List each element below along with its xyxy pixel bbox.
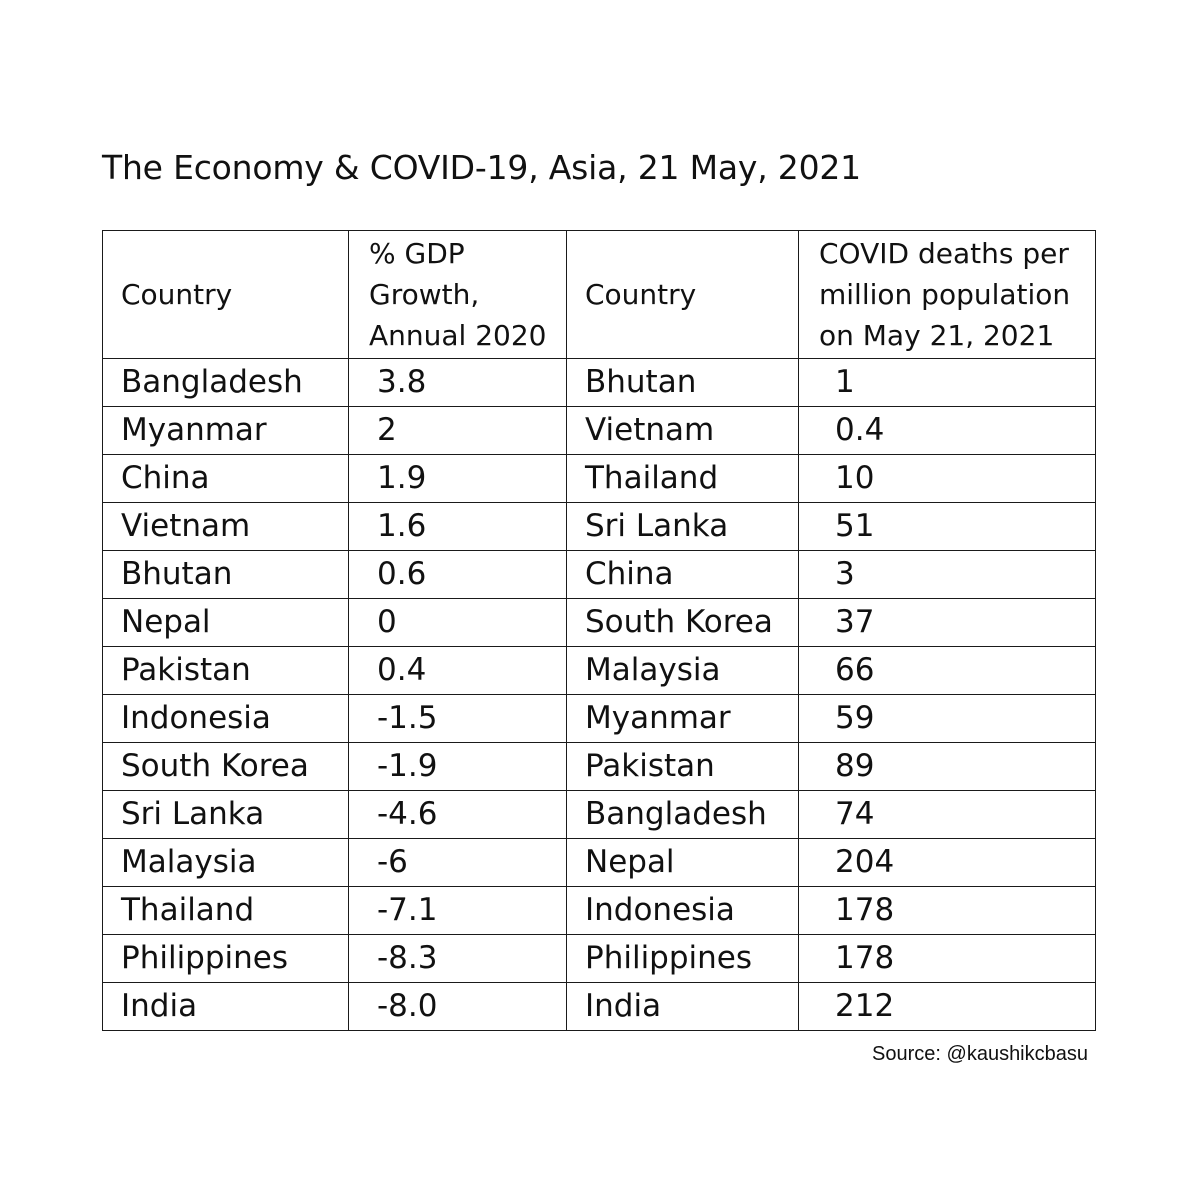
covid-country-cell: Malaysia (566, 646, 799, 695)
covid-country-cell: Myanmar (566, 694, 799, 743)
gdp-value-cell: 1.6 (348, 502, 567, 551)
header-covid-line-2: million population (819, 278, 1071, 311)
gdp-country-cell: Sri Lanka (102, 790, 349, 839)
gdp-value-cell: -4.6 (348, 790, 567, 839)
header-gdp-line-1: % GDP (369, 237, 465, 270)
gdp-value-cell: 0.6 (348, 550, 567, 599)
header-country-covid: Country (566, 230, 799, 359)
deaths-value-cell: 3 (798, 550, 1096, 599)
deaths-value-cell: 59 (798, 694, 1096, 743)
deaths-value-cell: 51 (798, 502, 1096, 551)
header-covid-line-3: on May 21, 2021 (819, 319, 1055, 352)
gdp-country-cell: Vietnam (102, 502, 349, 551)
gdp-value-cell: 3.8 (348, 358, 567, 407)
gdp-country-cell: Bhutan (102, 550, 349, 599)
header-row: Country % GDP Growth, Annual 2020 Countr… (102, 230, 1096, 359)
header-country-covid-label: Country (585, 278, 697, 311)
gdp-country-cell: Malaysia (102, 838, 349, 887)
table-row: Sri Lanka -4.6 Bangladesh 74 (102, 790, 1096, 839)
deaths-value-cell: 74 (798, 790, 1096, 839)
table-row: Bhutan 0.6 China 3 (102, 550, 1096, 599)
gdp-country-cell: Pakistan (102, 646, 349, 695)
deaths-value-cell: 89 (798, 742, 1096, 791)
table-row: Bangladesh 3.8 Bhutan 1 (102, 358, 1096, 407)
gdp-country-cell: Indonesia (102, 694, 349, 743)
gdp-country-cell: South Korea (102, 742, 349, 791)
covid-country-cell: Vietnam (566, 406, 799, 455)
gdp-country-cell: Bangladesh (102, 358, 349, 407)
deaths-value-cell: 212 (798, 982, 1096, 1031)
covid-country-cell: Thailand (566, 454, 799, 503)
header-gdp-growth: % GDP Growth, Annual 2020 (348, 230, 567, 359)
gdp-country-cell: India (102, 982, 349, 1031)
gdp-value-cell: 1.9 (348, 454, 567, 503)
table-row: Vietnam 1.6 Sri Lanka 51 (102, 502, 1096, 551)
gdp-value-cell: -6 (348, 838, 567, 887)
covid-country-cell: Philippines (566, 934, 799, 983)
deaths-value-cell: 66 (798, 646, 1096, 695)
gdp-value-cell: -7.1 (348, 886, 567, 935)
data-table: Country % GDP Growth, Annual 2020 Countr… (102, 230, 1096, 1031)
table-row: Malaysia -6 Nepal 204 (102, 838, 1096, 887)
table-row: Pakistan 0.4 Malaysia 66 (102, 646, 1096, 695)
table-row: Myanmar 2 Vietnam 0.4 (102, 406, 1096, 455)
gdp-country-cell: Philippines (102, 934, 349, 983)
source-credit: Source: @kaushikcbasu (872, 1043, 1088, 1065)
covid-country-cell: Bhutan (566, 358, 799, 407)
header-country-gdp: Country (102, 230, 349, 359)
deaths-value-cell: 1 (798, 358, 1096, 407)
gdp-value-cell: 0.4 (348, 646, 567, 695)
header-gdp-line-2: Growth, (369, 278, 480, 311)
covid-country-cell: China (566, 550, 799, 599)
covid-country-cell: Pakistan (566, 742, 799, 791)
header-covid-deaths: COVID deaths per million population on M… (798, 230, 1096, 359)
deaths-value-cell: 204 (798, 838, 1096, 887)
table-row: South Korea -1.9 Pakistan 89 (102, 742, 1096, 791)
table-header: Country % GDP Growth, Annual 2020 Countr… (102, 230, 1096, 359)
covid-country-cell: Sri Lanka (566, 502, 799, 551)
header-country-gdp-label: Country (121, 278, 233, 311)
gdp-country-cell: Nepal (102, 598, 349, 647)
gdp-value-cell: 2 (348, 406, 567, 455)
deaths-value-cell: 0.4 (798, 406, 1096, 455)
gdp-country-cell: China (102, 454, 349, 503)
gdp-value-cell: -1.5 (348, 694, 567, 743)
gdp-value-cell: -8.3 (348, 934, 567, 983)
covid-country-cell: South Korea (566, 598, 799, 647)
header-gdp-line-3: Annual 2020 (369, 319, 547, 352)
covid-country-cell: Bangladesh (566, 790, 799, 839)
deaths-value-cell: 178 (798, 934, 1096, 983)
table-row: Thailand -7.1 Indonesia 178 (102, 886, 1096, 935)
deaths-value-cell: 37 (798, 598, 1096, 647)
table-body: Bangladesh 3.8 Bhutan 1 Myanmar 2 Vietna… (102, 358, 1096, 1031)
covid-country-cell: India (566, 982, 799, 1031)
table-row: China 1.9 Thailand 10 (102, 454, 1096, 503)
deaths-value-cell: 178 (798, 886, 1096, 935)
gdp-country-cell: Thailand (102, 886, 349, 935)
gdp-value-cell: 0 (348, 598, 567, 647)
gdp-value-cell: -8.0 (348, 982, 567, 1031)
table-row: Philippines -8.3 Philippines 178 (102, 934, 1096, 983)
table-row: Nepal 0 South Korea 37 (102, 598, 1096, 647)
deaths-value-cell: 10 (798, 454, 1096, 503)
page-title: The Economy & COVID-19, Asia, 21 May, 20… (102, 148, 861, 187)
covid-country-cell: Indonesia (566, 886, 799, 935)
covid-country-cell: Nepal (566, 838, 799, 887)
table-row: Indonesia -1.5 Myanmar 59 (102, 694, 1096, 743)
gdp-value-cell: -1.9 (348, 742, 567, 791)
gdp-country-cell: Myanmar (102, 406, 349, 455)
header-covid-line-1: COVID deaths per (819, 237, 1069, 270)
table-row: India -8.0 India 212 (102, 982, 1096, 1031)
